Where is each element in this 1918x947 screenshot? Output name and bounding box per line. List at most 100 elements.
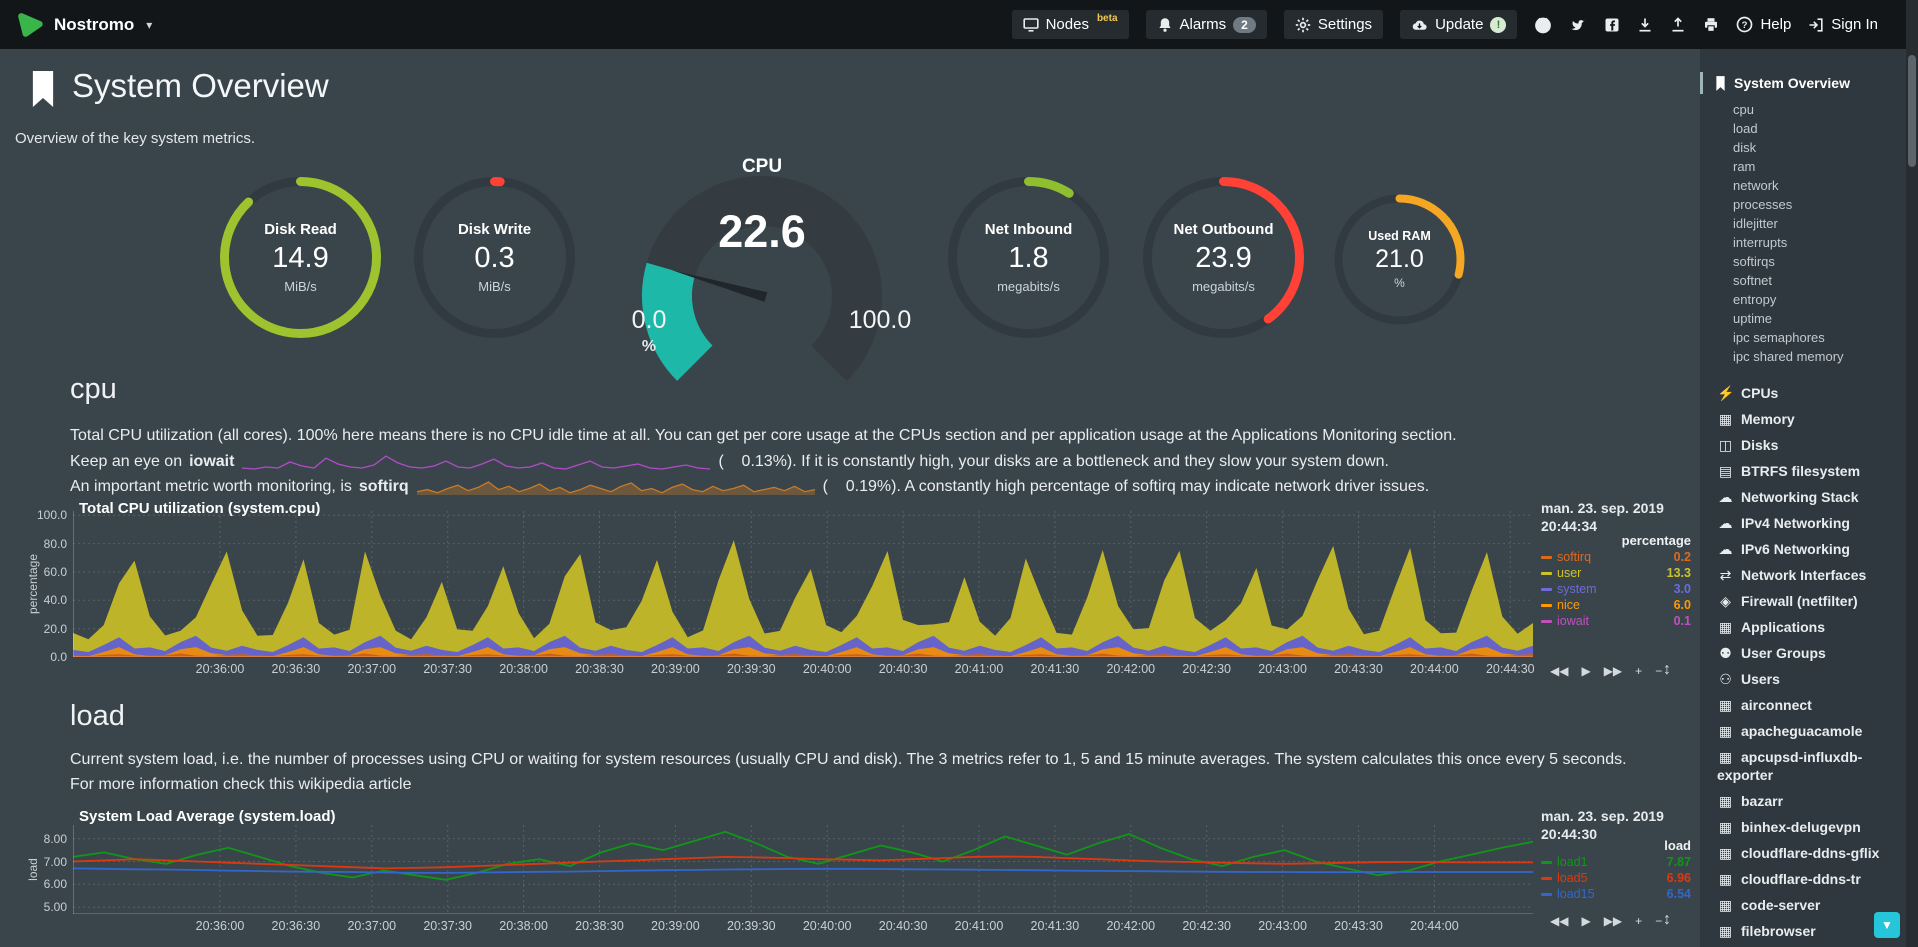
sidebar-subitem-cpu[interactable]: cpu bbox=[1733, 102, 1754, 117]
sidebar-subitem-ipc-semaphores[interactable]: ipc semaphores bbox=[1733, 330, 1825, 345]
sidebar-item-ipv4-networking[interactable]: ☁ IPv4 Networking bbox=[1718, 515, 1850, 531]
export-snapshot-button[interactable] bbox=[1637, 17, 1653, 33]
app-icon: ▦ bbox=[1718, 819, 1733, 835]
print-button[interactable] bbox=[1703, 17, 1719, 33]
twitter-button[interactable] bbox=[1569, 17, 1587, 33]
plot-area[interactable] bbox=[72, 825, 1534, 919]
chart-resize-handle[interactable]: ↕ bbox=[1663, 911, 1671, 928]
zoom-out-button[interactable]: − bbox=[1655, 664, 1663, 678]
gauge-net-outbound[interactable]: Net Outbound 23.9 megabits/s bbox=[1141, 175, 1306, 340]
legend-item-load1[interactable]: load1 7.87 bbox=[1541, 854, 1691, 870]
sidebar-item-btrfs-filesystem[interactable]: ▤ BTRFS filesystem bbox=[1718, 463, 1861, 479]
scrollbar-track[interactable] bbox=[1906, 0, 1918, 947]
sidebar-item-airconnect[interactable]: ▦ airconnect bbox=[1718, 697, 1812, 713]
legend-item-load5[interactable]: load5 6.96 bbox=[1541, 870, 1691, 886]
sidebar-item-networking-stack[interactable]: ☁ Networking Stack bbox=[1718, 489, 1859, 505]
gauge-disk-read[interactable]: Disk Read 14.9 MiB/s bbox=[218, 175, 383, 340]
sidebar-item-memory[interactable]: ▦ Memory bbox=[1718, 411, 1795, 427]
softirq-sparkline[interactable] bbox=[416, 479, 816, 496]
play-button[interactable]: ▶ bbox=[1581, 914, 1591, 928]
pan-forward-button[interactable]: ▶▶ bbox=[1603, 664, 1623, 678]
chevron-down-icon: ▾ bbox=[146, 17, 153, 32]
gauge-used-ram[interactable]: Used RAM 21.0 % bbox=[1332, 192, 1467, 327]
sidebar-item-bazarr[interactable]: ▦ bazarr bbox=[1718, 793, 1784, 809]
sidebar-item-filebrowser[interactable]: ▦ filebrowser bbox=[1718, 923, 1816, 939]
help-button[interactable]: ? Help bbox=[1736, 16, 1791, 33]
legend-color-swatch bbox=[1541, 587, 1552, 591]
sidebar-item-system-overview[interactable]: System Overview bbox=[1700, 72, 1906, 94]
zoom-out-button[interactable]: − bbox=[1655, 914, 1663, 928]
sidebar-item-ipv6-networking[interactable]: ☁ IPv6 Networking bbox=[1718, 541, 1850, 557]
pan-forward-button[interactable]: ▶▶ bbox=[1603, 914, 1623, 928]
sidebar-item-apcupsd-influxdb-exporter[interactable]: ▦ apcupsd-influxdb-exporter bbox=[1717, 749, 1863, 783]
settings-button[interactable]: Settings bbox=[1283, 10, 1384, 39]
x-axis-tick: 20:43:30 bbox=[1334, 662, 1383, 676]
nodes-button[interactable]: Nodes beta bbox=[1011, 10, 1129, 39]
help-label: Help bbox=[1760, 16, 1792, 33]
facebook-button[interactable] bbox=[1604, 17, 1620, 33]
sidebar-subitem-entropy[interactable]: entropy bbox=[1733, 292, 1777, 307]
softirq-text-pre: An important metric worth monitoring, is bbox=[70, 478, 352, 495]
sidebar-item-cloudflare-ddns-tr[interactable]: ▦ cloudflare-ddns-tr bbox=[1718, 871, 1861, 887]
svg-text:?: ? bbox=[1742, 20, 1748, 31]
sidebar-subitem-ipc-shared-memory[interactable]: ipc shared memory bbox=[1733, 349, 1844, 364]
printer-icon bbox=[1705, 17, 1718, 32]
node-selector[interactable]: Nostromo ▾ bbox=[16, 11, 152, 39]
legend-item-softirq[interactable]: softirq 0.2 bbox=[1541, 549, 1691, 565]
x-axis-tick: 20:43:30 bbox=[1334, 919, 1383, 933]
sidebar-subitem-processes[interactable]: processes bbox=[1733, 197, 1793, 212]
sidebar-subitem-load[interactable]: load bbox=[1733, 121, 1758, 136]
sidebar-item-cloudflare-ddns-gflix[interactable]: ▦ cloudflare-ddns-gflix bbox=[1718, 845, 1880, 861]
sidebar-item-apacheguacamole[interactable]: ▦ apacheguacamole bbox=[1718, 723, 1863, 739]
cpu-description-line1: Total CPU utilization (all cores). 100% … bbox=[70, 427, 1457, 445]
legend-item-user[interactable]: user 13.3 bbox=[1541, 565, 1691, 581]
sidebar-subitem-idlejitter[interactable]: idlejitter bbox=[1733, 216, 1778, 231]
update-button[interactable]: Update ! bbox=[1400, 10, 1518, 39]
sidebar-subitem-ram[interactable]: ram bbox=[1733, 159, 1756, 174]
signin-button[interactable]: Sign In bbox=[1808, 16, 1878, 33]
cloud-icon: ☁ bbox=[1718, 515, 1733, 531]
gauge-value: 21.0 bbox=[1375, 245, 1424, 274]
github-button[interactable] bbox=[1534, 16, 1552, 34]
iowait-sparkline[interactable] bbox=[241, 453, 711, 471]
gauge-cpu[interactable]: CPU 22.6 0.0 100.0 % bbox=[632, 156, 911, 416]
zoom-in-button[interactable]: + bbox=[1635, 664, 1643, 678]
legend-item-system[interactable]: system 3.0 bbox=[1541, 581, 1691, 597]
sidebar-item-code-server[interactable]: ▦ code-server bbox=[1718, 897, 1821, 913]
wikipedia-article-link[interactable]: wikipedia article bbox=[298, 776, 412, 793]
sidebar-subitem-uptime[interactable]: uptime bbox=[1733, 311, 1773, 326]
legend-item-load15[interactable]: load15 6.54 bbox=[1541, 886, 1691, 902]
gauge-net-inbound[interactable]: Net Inbound 1.8 megabits/s bbox=[946, 175, 1111, 340]
plot-area[interactable] bbox=[73, 511, 1533, 662]
sidebar-item-user-groups[interactable]: ⚉ User Groups bbox=[1717, 640, 1900, 666]
import-snapshot-button[interactable] bbox=[1670, 16, 1686, 33]
sidebar-item-cpus[interactable]: ⚡ CPUs bbox=[1717, 385, 1779, 401]
sidebar-subitem-softnet[interactable]: softnet bbox=[1733, 273, 1773, 288]
x-axis-tick: 20:37:30 bbox=[423, 662, 473, 676]
pan-backward-button[interactable]: ◀◀ bbox=[1550, 664, 1569, 678]
play-button[interactable]: ▶ bbox=[1581, 664, 1591, 678]
sidebar-subitem-disk[interactable]: disk bbox=[1733, 140, 1757, 155]
legend-item-nice[interactable]: nice 6.0 bbox=[1541, 597, 1691, 613]
sidebar-subitem-softirqs[interactable]: softirqs bbox=[1733, 254, 1775, 269]
bell-icon bbox=[1158, 17, 1171, 32]
sidebar-item-disks[interactable]: ◫ Disks bbox=[1718, 437, 1779, 453]
sidebar-subitem-interrupts[interactable]: interrupts bbox=[1733, 235, 1788, 250]
zoom-in-button[interactable]: + bbox=[1635, 914, 1643, 928]
pan-backward-button[interactable]: ◀◀ bbox=[1550, 914, 1569, 928]
alarms-button[interactable]: Alarms 2 bbox=[1145, 10, 1267, 39]
app-icon: ▦ bbox=[1718, 793, 1733, 809]
scroll-down-button[interactable]: ▼ bbox=[1874, 912, 1900, 938]
y-axis-tick: 5.00 bbox=[43, 900, 67, 915]
sidebar-item-users[interactable]: ⚇ Users bbox=[1717, 666, 1900, 692]
gauge-disk-write[interactable]: Disk Write 0.3 MiB/s bbox=[412, 175, 577, 340]
sidebar-item-applications[interactable]: ▦ Applications bbox=[1718, 619, 1826, 635]
scrollbar-thumb[interactable] bbox=[1908, 55, 1916, 167]
x-axis-tick: 20:42:30 bbox=[1182, 662, 1232, 676]
sidebar-item-firewall-netfilter-[interactable]: ◈ Firewall (netfilter) bbox=[1717, 588, 1900, 614]
sidebar-subitem-network[interactable]: network bbox=[1733, 178, 1779, 193]
sidebar-item-network-interfaces[interactable]: ⇄ Network Interfaces bbox=[1717, 562, 1900, 588]
chart-resize-handle[interactable]: ↕ bbox=[1663, 661, 1671, 678]
sidebar-item-binhex-delugevpn[interactable]: ▦ binhex-delugevpn bbox=[1718, 819, 1861, 835]
legend-item-iowait[interactable]: iowait 0.1 bbox=[1541, 613, 1691, 629]
